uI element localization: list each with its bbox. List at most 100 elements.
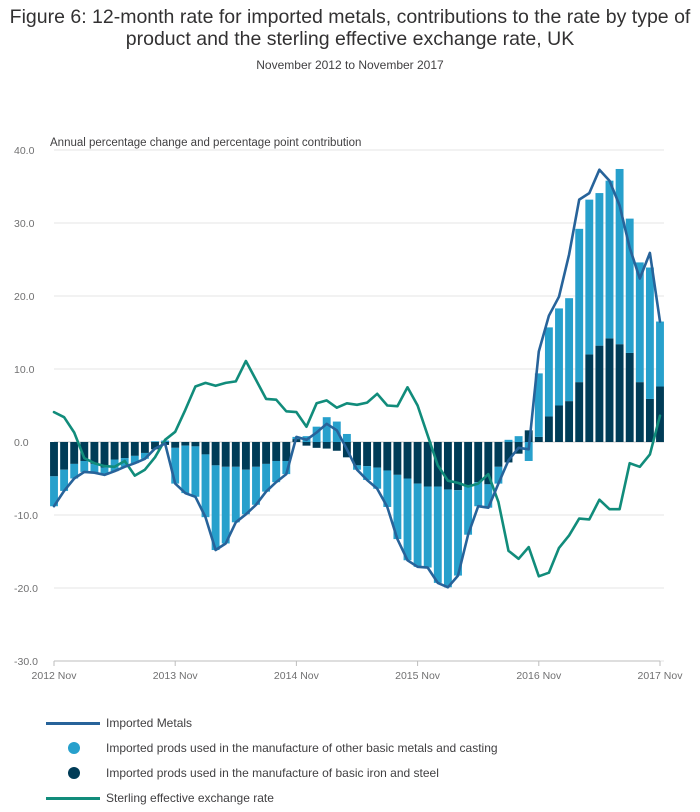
legend: Imported Metals Imported prods used in t… [46, 712, 686, 812]
bar-other-basic-metals [494, 466, 503, 484]
bar-other-basic-metals [140, 452, 149, 459]
bar-other-basic-metals [565, 298, 574, 402]
bar-basic-iron-steel [635, 382, 644, 442]
bar-other-basic-metals [312, 426, 321, 442]
bar-other-basic-metals [605, 180, 614, 339]
bar-other-basic-metals [645, 267, 654, 399]
bar-basic-iron-steel [524, 430, 533, 442]
bar-other-basic-metals [151, 441, 159, 442]
bar-basic-iron-steel [393, 442, 402, 475]
bar-basic-iron-steel [211, 442, 220, 466]
bar-basic-iron-steel [191, 442, 200, 447]
bar-basic-iron-steel [282, 442, 291, 461]
legend-dot-swatch [68, 742, 80, 754]
bar-basic-iron-steel [201, 442, 210, 455]
legend-line-swatch [46, 797, 100, 800]
bar-basic-iron-steel [80, 442, 89, 461]
bar-other-basic-metals [50, 476, 58, 507]
chart-subtitle: November 2012 to November 2017 [256, 58, 444, 72]
bar-other-basic-metals [80, 460, 89, 472]
bar-other-basic-metals [211, 465, 220, 551]
x-tick-label: 2012 Nov [32, 670, 78, 682]
bar-other-basic-metals [454, 490, 462, 576]
bar-basic-iron-steel [494, 442, 503, 467]
legend-label: Imported prods used in the manufacture o… [106, 766, 439, 780]
chart-plot: Annual percentage change and percentage … [14, 137, 684, 682]
bar-other-basic-metals [322, 417, 331, 442]
y-tick-label: 30.0 [14, 218, 35, 230]
bar-other-basic-metals [504, 439, 513, 442]
line-series [52, 168, 662, 589]
bar-other-basic-metals [252, 466, 260, 505]
legend-item-other-basic-metals[interactable]: Imported prods used in the manufacture o… [46, 737, 686, 762]
bar-basic-iron-steel [130, 442, 139, 456]
bar-other-basic-metals [474, 482, 483, 507]
legend-label: Sterling effective exchange rate [106, 791, 274, 805]
bar-basic-iron-steel [504, 442, 513, 463]
bar-basic-iron-steel [241, 442, 250, 470]
bar-other-basic-metals [342, 433, 351, 442]
bar-basic-iron-steel [383, 442, 392, 471]
x-tick-label: 2013 Nov [153, 670, 199, 682]
y-tick-label: -20.0 [14, 583, 38, 595]
legend-dot-swatch [68, 767, 80, 779]
line-imported-metals [52, 168, 662, 589]
bar-series [50, 168, 664, 588]
x-tick-label: 2014 Nov [274, 670, 320, 682]
bar-other-basic-metals [70, 463, 79, 479]
bar-basic-iron-steel [252, 442, 260, 467]
bar-other-basic-metals [443, 489, 452, 588]
legend-label: Imported Metals [106, 716, 193, 730]
bar-other-basic-metals [544, 327, 553, 417]
bar-basic-iron-steel [565, 401, 574, 442]
bar-other-basic-metals [575, 228, 584, 383]
y-tick-label: -30.0 [14, 656, 38, 668]
bar-basic-iron-steel [231, 442, 240, 467]
bar-other-basic-metals [181, 445, 190, 494]
bar-other-basic-metals [555, 308, 563, 406]
legend-label: Imported prods used in the manufacture o… [106, 741, 498, 755]
bar-other-basic-metals [373, 467, 382, 489]
y-axis-ticks: 40.0 30.0 20.0 10.0 0.0 -10.0 -20.0 -30.0 [14, 145, 38, 668]
bar-basic-iron-steel [171, 442, 180, 448]
bar-basic-iron-steel [221, 442, 230, 467]
bar-other-basic-metals [464, 485, 473, 535]
bar-other-basic-metals [231, 466, 240, 523]
y-tick-label: 40.0 [14, 145, 35, 157]
bar-other-basic-metals [282, 460, 291, 475]
y-tick-label: 10.0 [14, 364, 35, 376]
y-tick-label: 0.0 [14, 437, 29, 449]
bar-other-basic-metals [171, 447, 180, 484]
bar-other-basic-metals [90, 463, 99, 473]
bar-other-basic-metals [221, 466, 230, 544]
bar-basic-iron-steel [373, 442, 382, 468]
legend-item-basic-iron-steel[interactable]: Imported prods used in the manufacture o… [46, 762, 686, 787]
legend-item-sterling[interactable]: Sterling effective exchange rate [46, 787, 686, 812]
bar-basic-iron-steel [50, 442, 58, 477]
bar-other-basic-metals [272, 460, 281, 483]
bar-other-basic-metals [635, 262, 644, 383]
bar-basic-iron-steel [484, 442, 493, 485]
bar-other-basic-metals [595, 193, 604, 346]
bar-other-basic-metals [423, 486, 432, 568]
legend-item-imported-metals[interactable]: Imported Metals [46, 712, 686, 737]
bar-other-basic-metals [363, 466, 372, 480]
bar-basic-iron-steel [454, 442, 462, 491]
bar-basic-iron-steel [322, 442, 331, 449]
bar-other-basic-metals [484, 484, 493, 508]
bar-basic-iron-steel [443, 442, 452, 490]
y-axis-label: Annual percentage change and percentage … [50, 137, 361, 149]
bar-basic-iron-steel [403, 442, 412, 479]
bar-other-basic-metals [383, 470, 392, 507]
legend-line-swatch [46, 722, 100, 725]
bar-basic-iron-steel [60, 442, 69, 470]
bar-basic-iron-steel [423, 442, 432, 487]
bar-basic-iron-steel [302, 442, 311, 446]
bar-basic-iron-steel [534, 436, 543, 442]
x-tick-label: 2017 Nov [638, 670, 684, 682]
bar-other-basic-metals [100, 467, 109, 475]
bar-basic-iron-steel [181, 442, 190, 446]
y-tick-label: -10.0 [14, 510, 38, 522]
bar-other-basic-metals [625, 218, 634, 353]
bar-other-basic-metals [60, 469, 69, 491]
